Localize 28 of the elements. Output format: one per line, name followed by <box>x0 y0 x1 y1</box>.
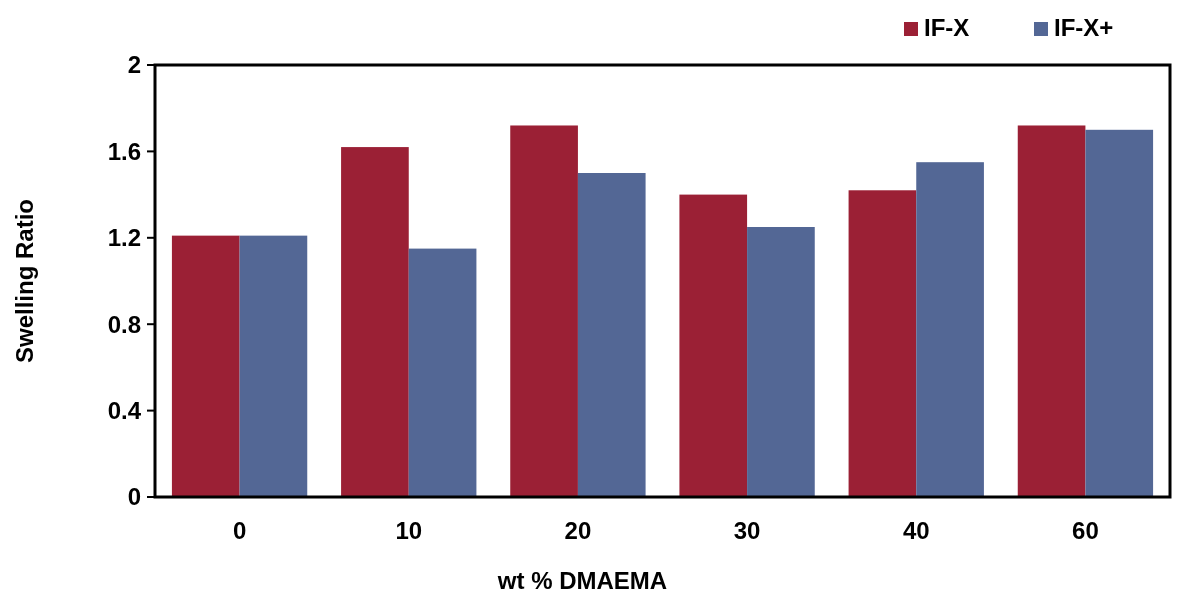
bar <box>1017 125 1086 497</box>
x-tick-label: 40 <box>902 517 930 544</box>
legend-label: IF-X <box>924 14 970 41</box>
bar <box>1085 129 1154 497</box>
bar <box>171 235 240 497</box>
bar <box>679 194 748 497</box>
x-tick-label: 60 <box>1072 517 1099 544</box>
x-tick-label: 0 <box>232 517 247 544</box>
y-axis-title: Swelling Ratio <box>11 198 38 364</box>
x-tick-label: 10 <box>395 517 423 544</box>
x-tick-label: 20 <box>564 517 592 544</box>
y-tick-label: 2 <box>127 51 141 79</box>
x-axis-title: wt % DMAEMA <box>496 567 668 594</box>
x-tick-label: 30 <box>733 517 761 544</box>
y-tick-label: 0.4 <box>107 397 142 424</box>
y-tick-label: 1.2 <box>107 224 141 252</box>
bar <box>341 147 409 497</box>
y-tick-label: 0 <box>127 483 141 511</box>
bar <box>747 227 815 497</box>
bar <box>510 125 578 497</box>
y-tick-label: 0.8 <box>107 310 141 338</box>
bar <box>916 162 984 497</box>
bar <box>408 248 477 497</box>
legend-label: IF-X+ <box>1054 14 1114 41</box>
bar <box>577 173 646 497</box>
bar <box>239 235 308 497</box>
y-tick-label: 1.6 <box>107 137 141 165</box>
bar <box>848 190 917 497</box>
